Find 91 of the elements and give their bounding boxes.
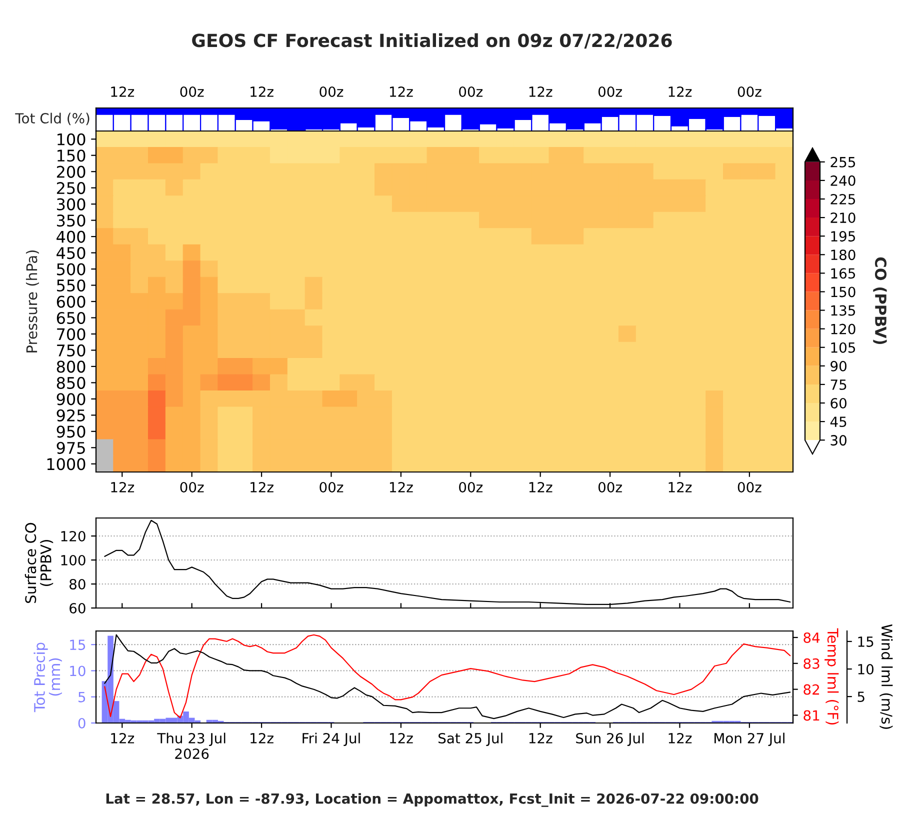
y-axis-title: Surface CO (PPBV) <box>24 522 54 603</box>
x-tick-label: 00z <box>320 482 344 492</box>
x-tick-label: 12z <box>250 732 274 744</box>
x-tick-label: Fri 24 Jul <box>302 732 360 746</box>
y2-axis-title: Temp lml (°F) <box>824 628 839 724</box>
y2-tick-label: 81 <box>804 710 820 721</box>
y3-tick-label: 5 <box>858 692 864 702</box>
color-bar-label: 240 <box>830 175 856 186</box>
y-tick-label: 1000 <box>47 458 86 470</box>
chart-title: GEOS CF Forecast Initialized on 09z 07/22/2026 <box>192 33 672 49</box>
y-tick-label: 120 <box>61 530 86 542</box>
x-tick-label: 00z <box>180 482 204 492</box>
x-tick-label: 12z <box>529 732 552 744</box>
x-tick-label: 12z <box>668 86 692 97</box>
y-axis-title: Pressure (hPa) <box>26 250 39 352</box>
y-tick-label: 100 <box>61 554 86 566</box>
x-tick-label: Thu 23 Jul 2026 <box>157 732 226 760</box>
y-tick-label: 400 <box>56 230 86 243</box>
y-tick-label: 60 <box>70 602 86 614</box>
x-tick-label: 00z <box>598 86 622 97</box>
y-tick-label: 300 <box>57 198 86 210</box>
y-tick-label: 600 <box>56 296 86 308</box>
x-tick-label: 12z <box>250 482 274 492</box>
y-axis-title: Tot Precip (mm) <box>34 642 62 712</box>
y-tick-label: 100 <box>58 133 86 146</box>
y-tick-label: 0 <box>78 718 86 728</box>
x-tick-label: 12z <box>250 86 274 97</box>
color-bar-label: 60 <box>830 398 846 408</box>
x-tick-label: 12z <box>529 86 552 97</box>
color-bar-label: 30 <box>830 435 846 446</box>
y-tick-label: 925 <box>56 409 85 422</box>
x-tick-label: Sun 26 Jul <box>576 732 644 746</box>
y-tick-label: 5 <box>78 692 86 702</box>
y-tick-label: 250 <box>56 182 86 194</box>
x-tick-label: 00z <box>180 86 204 97</box>
color-bar-label: 45 <box>830 416 846 428</box>
y2-tick-label: 84 <box>804 632 820 643</box>
color-bar-label: 225 <box>830 194 856 204</box>
x-tick-label: 12z <box>111 86 134 97</box>
y-tick-label: 950 <box>56 426 86 438</box>
y-tick-label: 650 <box>56 312 86 324</box>
y-tick-label: 200 <box>56 166 86 178</box>
x-tick-label: 12z <box>390 86 413 97</box>
x-tick-label: 12z <box>111 732 134 744</box>
x-tick-label: 12z <box>668 482 692 492</box>
color-bar-label: 120 <box>831 324 856 334</box>
color-bar-label: 180 <box>831 250 856 260</box>
y-tick-label: 350 <box>57 214 86 227</box>
color-bar-label: 105 <box>831 342 856 353</box>
x-tick-label: 00z <box>320 86 344 97</box>
color-bar-label: 150 <box>831 286 856 298</box>
y-tick-label: 500 <box>57 263 86 276</box>
color-bar-label: 255 <box>830 156 856 168</box>
y-tick-label: 80 <box>70 578 86 590</box>
color-bar-label: 210 <box>830 212 856 224</box>
y3-tick-label: 15 <box>858 636 874 647</box>
x-tick-label: 12z <box>390 482 413 492</box>
x-tick-label: 00z <box>598 482 622 492</box>
x-tick-label: 12z <box>668 732 692 744</box>
y2-tick-label: 82 <box>804 684 820 695</box>
color-bar-label: 90 <box>830 360 846 372</box>
y3-tick-label: 10 <box>858 664 874 674</box>
x-tick-label: 12z <box>529 482 552 492</box>
color-bar-label: 165 <box>831 268 856 279</box>
y-tick-label: 850 <box>56 376 86 389</box>
y-tick-label: 10 <box>70 666 86 676</box>
color-bar-label: 195 <box>831 231 856 242</box>
x-tick-label: 00z <box>459 482 483 492</box>
x-tick-label: Mon 27 Jul <box>714 732 784 746</box>
y-tick-label: 550 <box>57 279 86 292</box>
y-tick-label: 975 <box>56 442 85 454</box>
y-axis-title: Tot Cld (%) <box>15 112 90 126</box>
x-tick-label: 12z <box>111 482 134 492</box>
y2-tick-label: 83 <box>804 658 820 669</box>
x-tick-label: 12z <box>390 732 413 744</box>
x-tick-label: 00z <box>738 86 762 97</box>
y-tick-label: 800 <box>56 360 86 373</box>
x-tick-label: Sat 25 Jul <box>438 732 502 746</box>
y-tick-label: 750 <box>57 344 86 357</box>
x-tick-label: 00z <box>738 482 762 492</box>
color-bar-label: 135 <box>831 305 856 316</box>
y-tick-label: 700 <box>57 328 86 340</box>
y-tick-label: 150 <box>58 150 86 162</box>
y-tick-label: 15 <box>70 640 86 650</box>
x-tick-label: 00z <box>459 86 483 97</box>
color-bar-label: 75 <box>830 380 846 390</box>
color-bar-title: CO (PPBV) <box>873 257 887 344</box>
y3-axis-title: Wind lml (m/s) <box>880 624 893 729</box>
y-tick-label: 450 <box>56 247 86 260</box>
text: Lat = 28.57, Lon = -87.93, Location = Appomattox, Fcst_Init = 2026-07-22 09:00:00 <box>106 793 758 807</box>
y-tick-label: 900 <box>56 393 86 406</box>
